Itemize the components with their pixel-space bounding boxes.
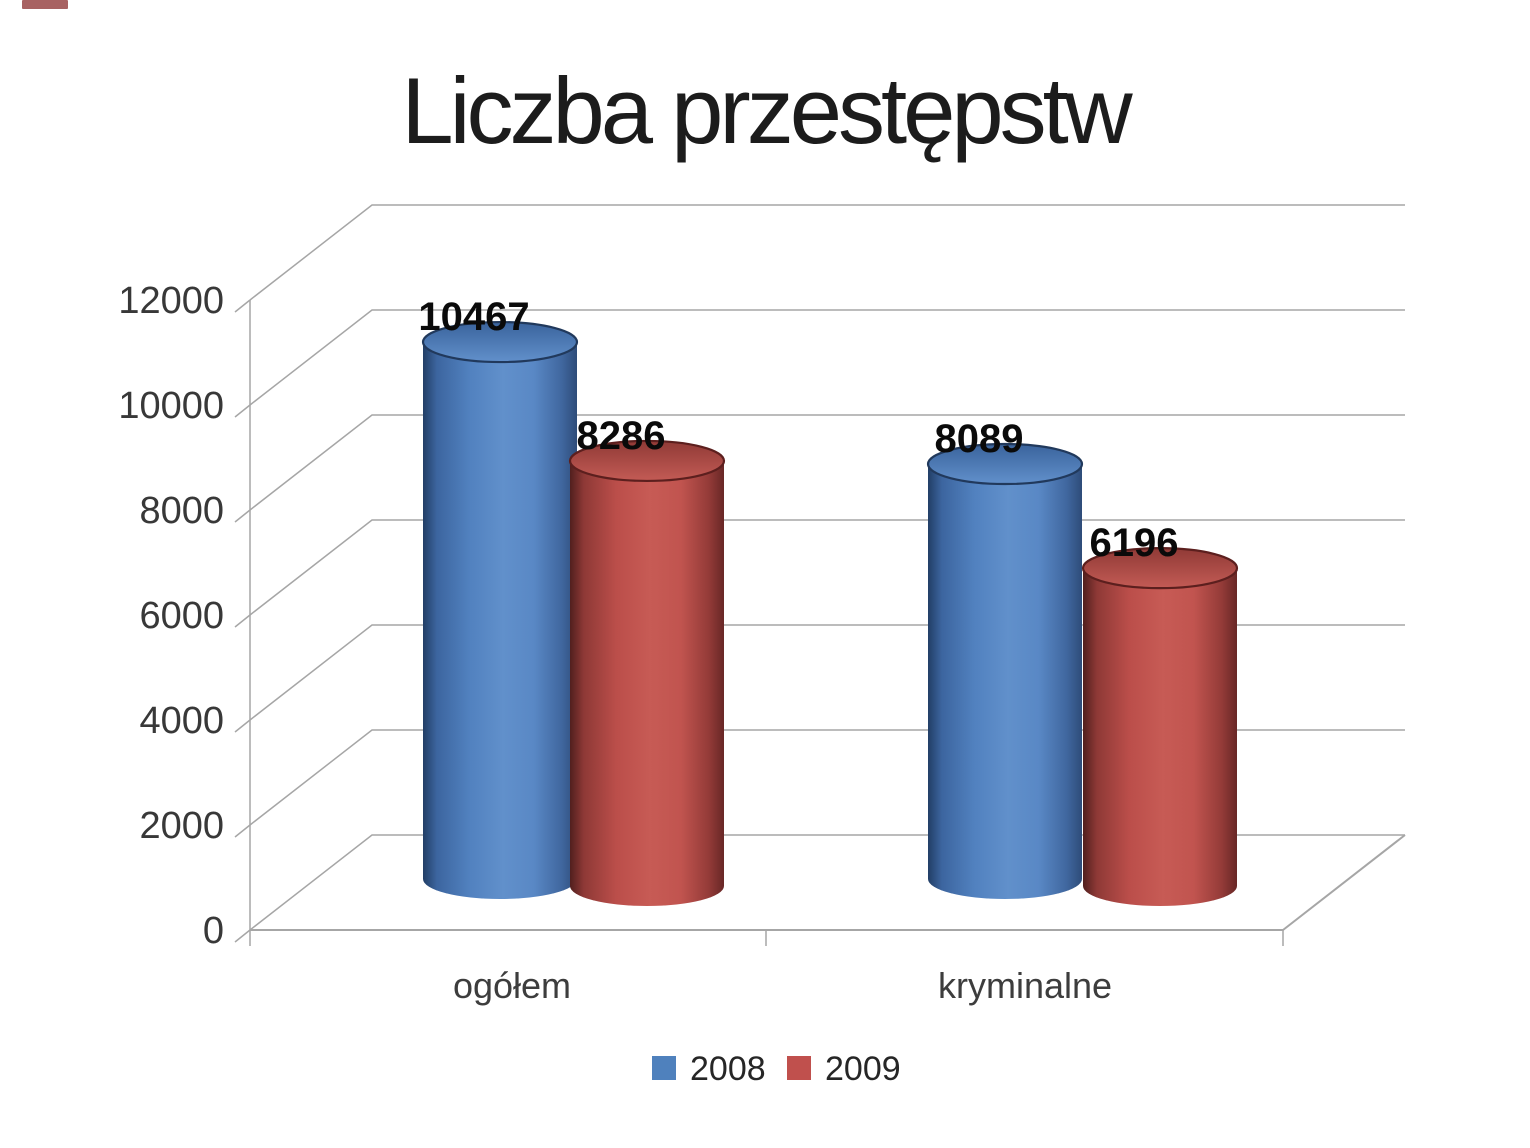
data-label-2008-ogółem: 10467 bbox=[418, 295, 529, 339]
y-axis-tick bbox=[234, 929, 251, 943]
y-tick-label: 10000 bbox=[118, 385, 224, 427]
cylinder-top-2009-kryminalne bbox=[1081, 547, 1239, 590]
y-gridline bbox=[249, 309, 1405, 406]
floor-right-edge bbox=[1282, 834, 1406, 931]
cylinder-top-2009-ogółem bbox=[568, 439, 726, 483]
cylinder-top-2008-kryminalne bbox=[926, 442, 1084, 486]
y-tick-label: 8000 bbox=[139, 490, 224, 532]
y-tick-label: 2000 bbox=[139, 805, 224, 847]
cylinder-body-2008-kryminalne bbox=[928, 464, 1082, 899]
legend-swatch-2008 bbox=[652, 1056, 676, 1080]
y-axis-tick bbox=[234, 509, 251, 523]
legend-swatch-2009 bbox=[787, 1056, 811, 1080]
y-gridline bbox=[249, 414, 1405, 511]
legend-label-2009: 2009 bbox=[825, 1050, 901, 1088]
y-tick-label: 4000 bbox=[139, 700, 224, 742]
y-gridline bbox=[249, 204, 1405, 301]
y-axis-tick bbox=[234, 824, 251, 838]
cylinder-top-2008-ogółem bbox=[421, 320, 579, 364]
category-label-kryminalne: kryminalne bbox=[938, 965, 1112, 1006]
cylinder-body-2009-ogółem bbox=[570, 460, 724, 906]
data-label-2008-kryminalne: 8089 bbox=[935, 417, 1024, 461]
data-label-2009-kryminalne: 6196 bbox=[1090, 521, 1179, 565]
chart-title: Liczba przestępstw bbox=[401, 58, 1132, 163]
y-axis-tick bbox=[234, 614, 251, 628]
y-axis-tick bbox=[234, 404, 251, 418]
y-tick-label: 0 bbox=[203, 910, 224, 952]
y-axis-tick bbox=[234, 719, 251, 733]
cylinder-body-2009-kryminalne bbox=[1083, 568, 1237, 906]
category-label-ogółem: ogółem bbox=[453, 965, 571, 1006]
y-tick-label: 6000 bbox=[139, 595, 224, 637]
y-axis-tick bbox=[234, 299, 251, 313]
legend-label-2008: 2008 bbox=[690, 1050, 766, 1088]
cylinder-body-2008-ogółem bbox=[423, 342, 577, 899]
y-tick-label: 12000 bbox=[118, 280, 224, 322]
data-label-2009-ogółem: 8286 bbox=[577, 414, 666, 458]
top-left-artifact-mark bbox=[22, 0, 68, 9]
